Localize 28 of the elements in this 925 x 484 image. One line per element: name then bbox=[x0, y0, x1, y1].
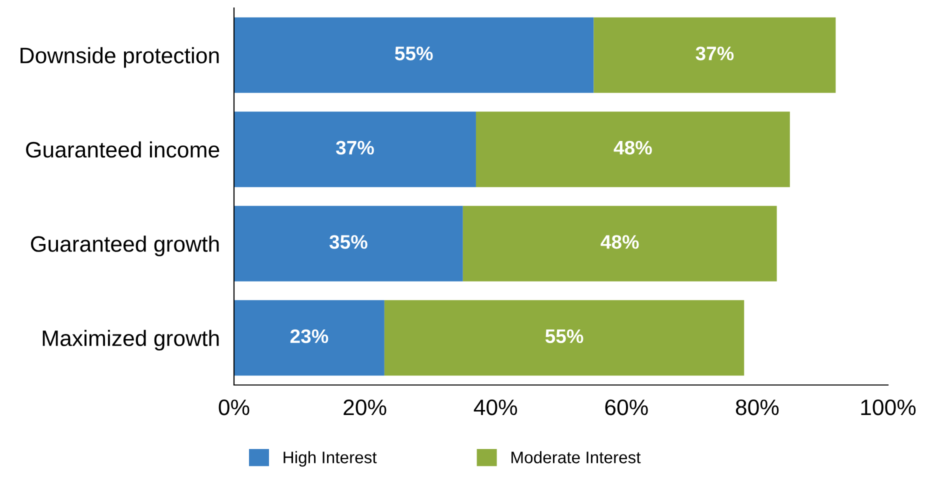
x-tick-label: 40% bbox=[474, 399, 518, 416]
bar bbox=[234, 112, 476, 188]
legend-label: High Interest bbox=[284, 451, 377, 467]
y-tick-label: Guaranteed growth bbox=[31, 236, 219, 256]
x-tick-label: 0% bbox=[218, 399, 250, 416]
x-tick-label: 100% bbox=[861, 399, 916, 416]
bar bbox=[234, 206, 463, 282]
x-tick-label: 60% bbox=[605, 399, 648, 416]
bar bbox=[234, 17, 594, 93]
data-label: 48% bbox=[600, 235, 639, 249]
data-label: 48% bbox=[614, 140, 652, 155]
bar bbox=[384, 300, 744, 376]
bar bbox=[234, 300, 384, 376]
x-tick-label: 20% bbox=[344, 399, 386, 416]
data-label: 23% bbox=[290, 329, 328, 344]
bar bbox=[476, 112, 790, 188]
y-tick-label: Guaranteed income bbox=[26, 141, 220, 158]
legend-label: Moderate Interest bbox=[512, 451, 641, 464]
y-tick-label: Downside protection bbox=[20, 47, 219, 68]
bar bbox=[462, 206, 777, 282]
data-label: 55% bbox=[394, 46, 433, 60]
data-label: 37% bbox=[696, 46, 734, 60]
data-label: 37% bbox=[336, 140, 374, 155]
data-label: 55% bbox=[545, 329, 584, 344]
x-tick-label: 80% bbox=[736, 399, 779, 416]
data-label: 35% bbox=[329, 235, 368, 249]
y-tick-label: Maximized growth bbox=[42, 330, 219, 351]
bar bbox=[594, 17, 836, 93]
